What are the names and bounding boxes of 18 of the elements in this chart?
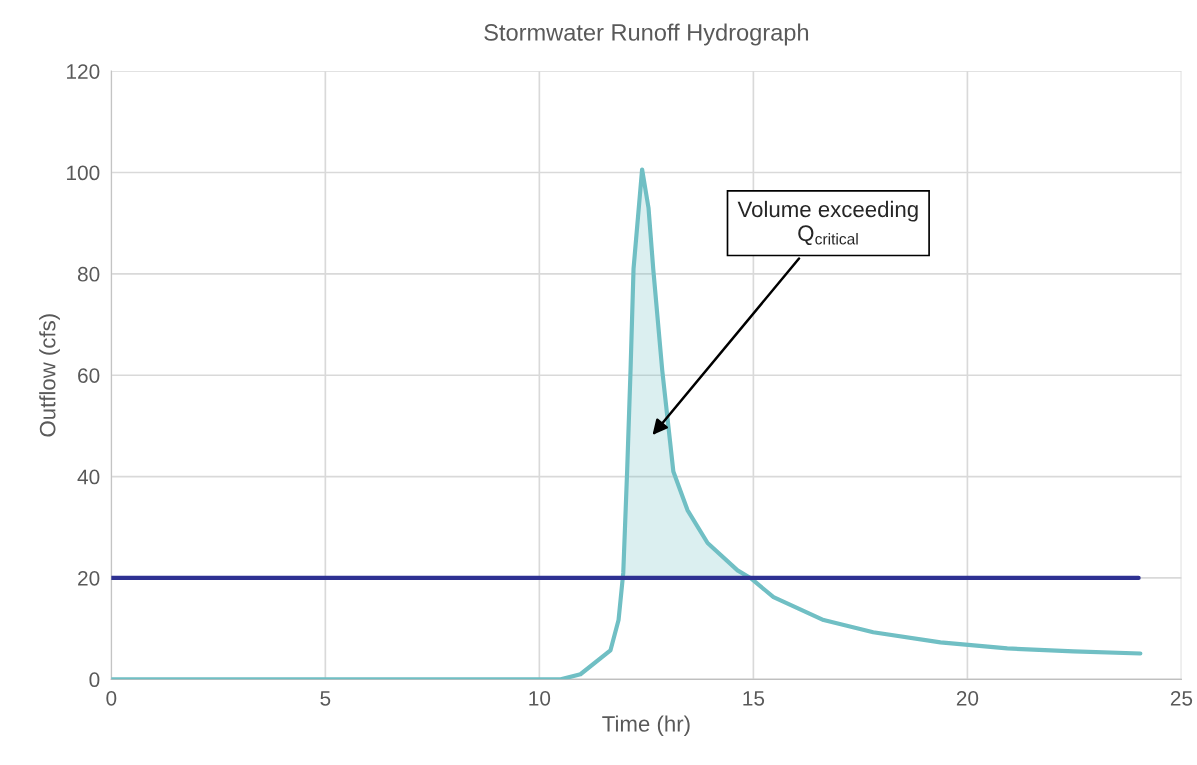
y-tick-label: 80	[77, 266, 100, 282]
y-tick-label: 120	[67, 64, 100, 79]
y-tick-label: 60	[78, 368, 100, 383]
line-series	[111, 167, 1143, 680]
x-tick-label: 25	[1170, 690, 1193, 706]
y-axis-title: Outflow (cfs)	[39, 314, 60, 437]
x-tick-label: 0	[106, 690, 117, 706]
y-tick-label: 100	[67, 165, 100, 181]
x-tick-label: 15	[743, 691, 765, 706]
x-tick-label: 5	[320, 691, 331, 706]
x-axis-title: Time (hr)	[602, 715, 690, 737]
y-tick-label: 0	[89, 672, 100, 688]
annotation: Volume exceeding Q$_{critical}$	[737, 200, 918, 246]
y-tick-label: 20	[78, 570, 100, 586]
chart-title: Stormwater Runoff Hydrograph	[484, 23, 809, 46]
y-tick-label: 40	[77, 469, 100, 485]
x-tick-label: 10	[529, 690, 551, 706]
x-tick-label: 20	[956, 690, 979, 706]
